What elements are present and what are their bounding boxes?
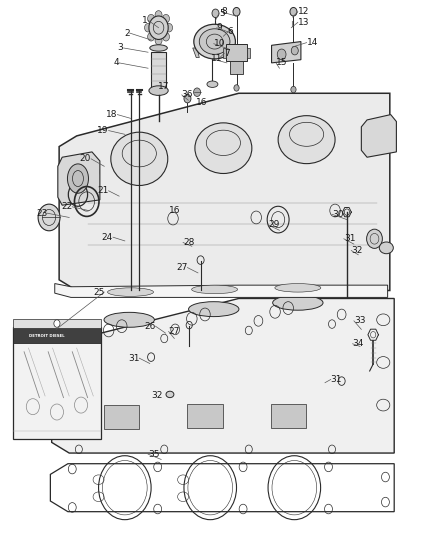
Text: 27: 27 — [169, 327, 180, 336]
Text: 36: 36 — [182, 91, 193, 99]
Text: 32: 32 — [351, 246, 363, 255]
Text: 17: 17 — [159, 82, 170, 91]
Circle shape — [233, 7, 240, 16]
Text: 3: 3 — [118, 44, 124, 52]
Text: 12: 12 — [298, 7, 309, 16]
Text: 10: 10 — [214, 39, 225, 48]
Ellipse shape — [278, 116, 335, 164]
Text: 8: 8 — [221, 7, 227, 16]
Circle shape — [290, 7, 297, 16]
Polygon shape — [247, 48, 250, 58]
Circle shape — [38, 204, 60, 231]
Polygon shape — [193, 48, 199, 58]
Text: 34: 34 — [353, 340, 364, 348]
Polygon shape — [59, 93, 390, 290]
Ellipse shape — [195, 123, 252, 173]
Circle shape — [145, 23, 152, 32]
Text: 31: 31 — [128, 354, 139, 362]
Bar — [13, 327, 101, 343]
Text: 11: 11 — [211, 54, 223, 63]
Polygon shape — [13, 319, 101, 328]
Bar — [151, 52, 166, 90]
Text: 14: 14 — [307, 38, 318, 47]
Text: 6: 6 — [228, 28, 233, 36]
Polygon shape — [223, 48, 226, 58]
Circle shape — [166, 23, 173, 32]
Circle shape — [212, 9, 219, 18]
Text: 24: 24 — [102, 233, 113, 241]
Circle shape — [155, 36, 162, 45]
Polygon shape — [13, 327, 101, 439]
Bar — [104, 405, 139, 429]
Text: 27: 27 — [176, 263, 187, 272]
Ellipse shape — [188, 302, 239, 317]
Polygon shape — [52, 298, 394, 453]
Polygon shape — [58, 152, 100, 205]
Ellipse shape — [150, 45, 167, 51]
Circle shape — [277, 49, 286, 60]
Text: 23: 23 — [36, 209, 47, 217]
Circle shape — [367, 229, 382, 248]
Ellipse shape — [207, 81, 218, 87]
Ellipse shape — [67, 164, 88, 193]
Text: 31: 31 — [344, 235, 355, 243]
Ellipse shape — [272, 295, 323, 310]
Text: 35: 35 — [148, 450, 159, 458]
Circle shape — [149, 16, 168, 39]
Circle shape — [148, 33, 155, 41]
Ellipse shape — [192, 285, 237, 294]
Text: 7: 7 — [224, 49, 230, 58]
Ellipse shape — [104, 312, 154, 327]
Circle shape — [184, 94, 191, 103]
Ellipse shape — [107, 288, 153, 296]
Text: 5: 5 — [219, 9, 225, 18]
Text: 4: 4 — [113, 59, 119, 67]
Text: 22: 22 — [61, 203, 72, 211]
Text: 32: 32 — [152, 391, 163, 400]
Text: 1: 1 — [142, 16, 148, 25]
Circle shape — [291, 46, 298, 55]
Text: 19: 19 — [97, 126, 109, 135]
Text: 2: 2 — [124, 29, 130, 37]
Polygon shape — [230, 61, 243, 74]
Polygon shape — [55, 284, 388, 297]
Ellipse shape — [199, 29, 230, 54]
Ellipse shape — [379, 242, 393, 254]
Ellipse shape — [111, 132, 168, 185]
Text: 21: 21 — [97, 187, 109, 195]
Ellipse shape — [194, 25, 236, 59]
Circle shape — [162, 14, 170, 23]
Bar — [187, 404, 223, 428]
Polygon shape — [272, 42, 301, 63]
Circle shape — [234, 85, 239, 91]
Text: 9: 9 — [217, 23, 223, 32]
Circle shape — [194, 88, 201, 96]
Text: 15: 15 — [276, 59, 287, 67]
Text: 30: 30 — [332, 210, 343, 219]
Polygon shape — [226, 44, 247, 61]
Text: 31: 31 — [331, 375, 342, 384]
Ellipse shape — [149, 86, 168, 95]
Circle shape — [155, 11, 162, 19]
Polygon shape — [361, 115, 396, 157]
Circle shape — [148, 14, 155, 23]
Bar — [271, 404, 306, 428]
Text: 33: 33 — [354, 317, 365, 325]
Text: 18: 18 — [106, 110, 117, 119]
Text: 20: 20 — [80, 155, 91, 163]
Circle shape — [291, 86, 296, 93]
Ellipse shape — [275, 284, 321, 292]
Text: 25: 25 — [93, 288, 104, 296]
Circle shape — [54, 320, 60, 327]
Ellipse shape — [166, 391, 174, 398]
Text: DETROIT DIESEL: DETROIT DIESEL — [28, 334, 64, 338]
Text: 13: 13 — [298, 18, 309, 27]
Text: 16: 16 — [196, 98, 208, 107]
Text: 28: 28 — [183, 238, 194, 247]
Text: 16: 16 — [169, 206, 180, 215]
Text: 29: 29 — [268, 221, 279, 229]
Circle shape — [162, 33, 170, 41]
Text: 26: 26 — [144, 322, 155, 330]
